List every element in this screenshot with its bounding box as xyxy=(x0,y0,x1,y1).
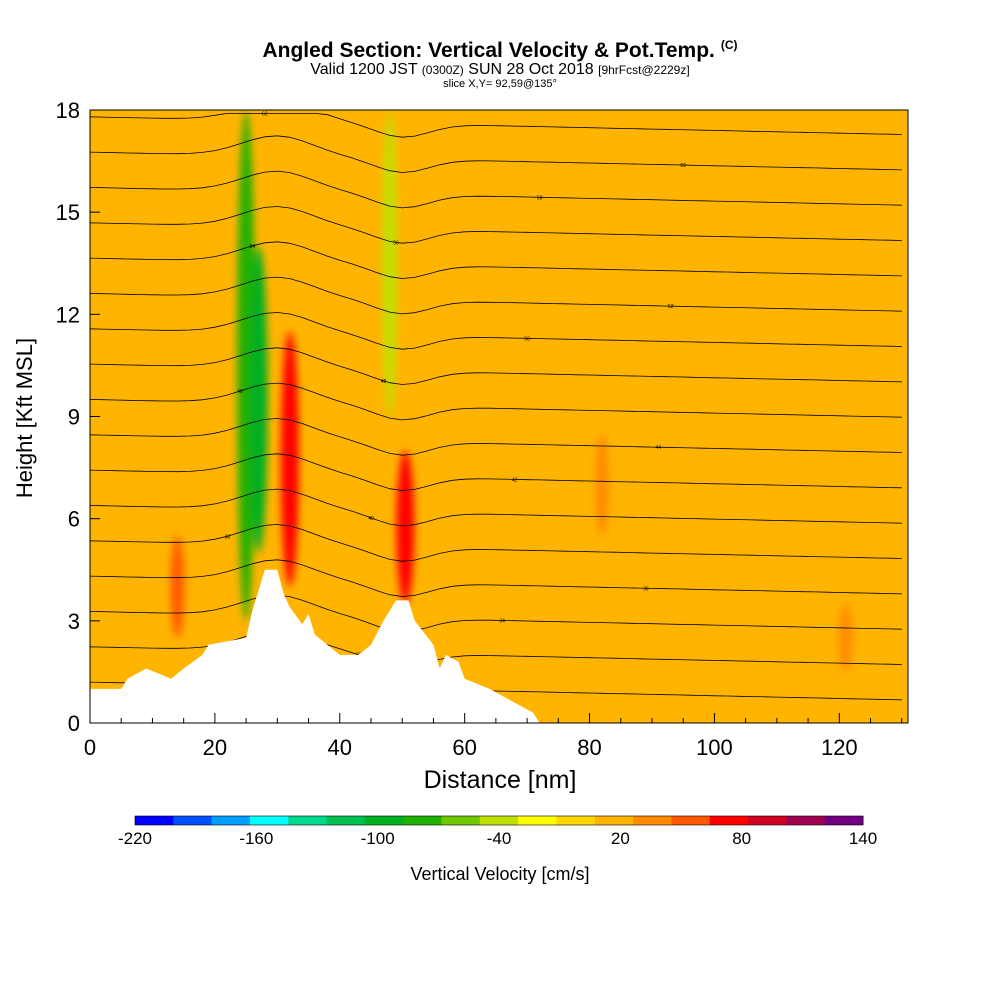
chart-title: Angled Section: Vertical Velocity & Pot.… xyxy=(262,38,738,62)
theta-label-9: 48 xyxy=(381,379,387,385)
x-tick-label-4: 80 xyxy=(577,735,601,760)
colorbar-swatch-13 xyxy=(633,816,672,825)
colorbar-swatch-17 xyxy=(786,816,826,825)
theta-label-14: 58 xyxy=(537,195,543,201)
colorbar-swatch-1 xyxy=(173,816,213,825)
colorbar-swatch-6 xyxy=(364,816,404,825)
velocity-cell-8 xyxy=(339,110,354,587)
colorbar: -220 -160 -100 -40 20 80 140 xyxy=(118,815,877,848)
theta-line-16 xyxy=(90,113,902,138)
colorbar-swatch-12 xyxy=(594,816,634,825)
theta-label-10: 50 xyxy=(524,336,530,342)
y-tick-label-3: 9 xyxy=(68,405,80,430)
x-axis-label: Distance [nm] xyxy=(423,766,577,794)
y-tick-label-6: 18 xyxy=(56,98,80,123)
y-axis-label: Height [Kft MSL] xyxy=(12,337,37,499)
theta-label-8: 46 xyxy=(237,389,243,395)
slice-info: slice X,Y= 92,59@135° xyxy=(443,78,557,90)
x-tick-label-0: 0 xyxy=(84,735,96,760)
colorbar-tick-4: 20 xyxy=(611,829,630,848)
colorbar-swatch-18 xyxy=(824,816,864,825)
colorbar-swatch-4 xyxy=(288,816,328,825)
y-tick-label-2: 6 xyxy=(68,507,80,532)
y-axis: 0 3 6 9 12 15 18 xyxy=(56,98,100,736)
theta-label-7: 44 xyxy=(655,445,661,451)
colorbar-swatch-7 xyxy=(403,816,443,825)
velocity-cell-2 xyxy=(382,110,397,417)
theta-contours: 3032343638404244464850525456586062 xyxy=(90,111,902,703)
x-tick-label-2: 40 xyxy=(328,735,352,760)
x-tick-label-5: 100 xyxy=(696,735,733,760)
theta-line-9 xyxy=(90,347,902,385)
y-tick-label-1: 3 xyxy=(68,609,80,634)
colorbar-swatch-16 xyxy=(748,816,787,825)
theta-line-14 xyxy=(90,170,902,209)
velocity-features xyxy=(114,110,853,672)
theta-label-4: 38 xyxy=(225,534,231,540)
colorbar-tick-0: -220 xyxy=(118,829,152,848)
x-tick-label-6: 120 xyxy=(821,735,858,760)
colorbar-swatch-0 xyxy=(135,816,174,825)
theta-line-12 xyxy=(90,241,902,279)
x-tick-label-3: 60 xyxy=(452,735,476,760)
colorbar-tick-5: 80 xyxy=(732,829,751,848)
theta-label-5: 40 xyxy=(368,516,374,522)
velocity-cell-1 xyxy=(249,246,268,553)
colorbar-swatch-5 xyxy=(326,816,366,825)
theta-label-11: 52 xyxy=(668,304,674,310)
theta-line-8 xyxy=(90,382,902,421)
theta-line-2 xyxy=(90,594,902,633)
theta-line-5 xyxy=(90,488,902,527)
theta-line-15 xyxy=(90,135,902,173)
velocity-cell-7 xyxy=(114,110,129,655)
theta-line-6 xyxy=(90,453,902,491)
theta-line-3 xyxy=(90,559,902,597)
y-tick-label-4: 12 xyxy=(56,302,80,327)
theta-line-13 xyxy=(90,206,902,244)
theta-label-12: 54 xyxy=(250,244,256,250)
velocity-cell-6 xyxy=(595,433,610,536)
theta-label-16: 62 xyxy=(262,111,268,117)
colorbar-tick-3: -40 xyxy=(487,829,512,848)
theta-label-13: 56 xyxy=(393,241,399,247)
colorbar-tick-1: -160 xyxy=(239,829,273,848)
colorbar-swatch-2 xyxy=(211,816,251,825)
y-tick-label-5: 15 xyxy=(56,200,80,225)
y-tick-label-0: 0 xyxy=(68,711,80,736)
theta-line-10 xyxy=(90,312,902,350)
chart-subtitle: Valid 1200 JST (0300Z) SUN 28 Oct 2018 [… xyxy=(310,61,690,78)
colorbar-frame xyxy=(134,815,864,826)
colorbar-swatch-9 xyxy=(479,816,519,825)
colorbar-swatch-8 xyxy=(441,816,481,825)
velocity-cell-5 xyxy=(170,535,185,638)
colorbar-swatch-14 xyxy=(671,816,711,825)
velocity-cell-0 xyxy=(237,110,256,621)
colorbar-label: Vertical Velocity [cm/s] xyxy=(410,864,590,884)
theta-label-2: 34 xyxy=(499,618,505,624)
velocity-cell-4 xyxy=(396,450,415,604)
x-tick-label-1: 20 xyxy=(203,735,227,760)
plot-background xyxy=(90,110,908,723)
terrain-mask xyxy=(90,569,908,723)
theta-line-7 xyxy=(90,418,902,456)
theta-label-3: 36 xyxy=(643,586,649,592)
colorbar-tick-6: 140 xyxy=(849,829,877,848)
colorbar-swatch-11 xyxy=(556,816,596,825)
theta-label-15: 60 xyxy=(680,163,686,169)
theta-line-4 xyxy=(90,524,902,562)
colorbar-swatch-15 xyxy=(709,816,749,825)
velocity-cell-9 xyxy=(838,603,853,672)
theta-label-6: 42 xyxy=(512,477,518,483)
theta-line-11 xyxy=(90,276,902,315)
velocity-cell-3 xyxy=(280,331,299,587)
colorbar-swatch-3 xyxy=(249,816,289,825)
colorbar-tick-2: -100 xyxy=(361,829,395,848)
x-axis: 0 20 40 60 80 100 120 xyxy=(84,713,903,760)
colorbar-swatch-10 xyxy=(518,816,557,825)
